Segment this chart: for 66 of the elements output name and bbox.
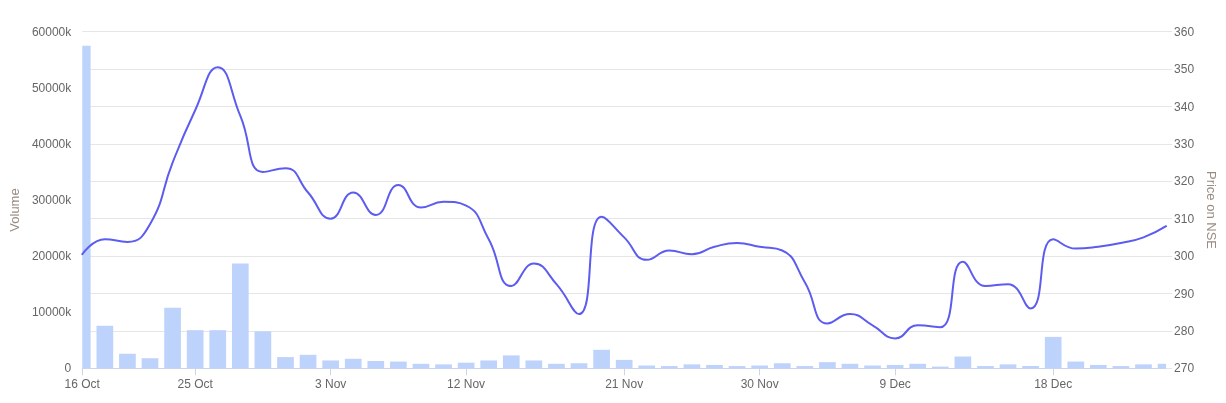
bar xyxy=(796,366,814,369)
bar xyxy=(186,330,204,369)
x-tick-label: 18 Dec xyxy=(1034,377,1073,392)
bar xyxy=(977,366,994,369)
bar xyxy=(593,349,610,369)
y2-tick-label: 350 xyxy=(1174,62,1195,77)
x-tick-label: 30 Nov xyxy=(740,377,779,392)
bar xyxy=(96,325,114,369)
bar xyxy=(119,353,136,369)
y2-tick-label: 320 xyxy=(1174,174,1195,189)
bar xyxy=(254,331,272,369)
bar xyxy=(1135,364,1152,369)
y-tick-label: 50000k xyxy=(31,80,73,95)
bar xyxy=(231,263,249,369)
y2-tick-label: 300 xyxy=(1174,249,1195,264)
bar xyxy=(819,362,836,369)
y2-axis-title: Price on NSE xyxy=(1204,170,1219,250)
bar xyxy=(164,307,181,369)
bar xyxy=(548,363,565,369)
bar xyxy=(1022,366,1039,369)
y2-tick-label: 360 xyxy=(1174,24,1195,39)
bar xyxy=(773,363,791,369)
bar xyxy=(367,361,385,369)
bar xyxy=(751,365,768,369)
bar xyxy=(638,365,656,369)
x-tick-label: 3 Nov xyxy=(314,377,347,392)
x-tick-label: 12 Nov xyxy=(447,377,486,392)
bar xyxy=(999,364,1017,369)
bar xyxy=(864,365,881,369)
bar xyxy=(502,355,520,369)
bar xyxy=(525,360,543,369)
x-tick-label: 25 Oct xyxy=(177,377,214,392)
bar xyxy=(615,359,633,369)
y-tick-label: 20000k xyxy=(31,249,73,264)
bar xyxy=(277,357,294,369)
bar xyxy=(480,360,498,369)
bar xyxy=(390,361,407,369)
bar xyxy=(706,364,723,369)
bar xyxy=(570,363,588,369)
bar xyxy=(1067,361,1085,369)
x-tick-label: 21 Nov xyxy=(605,377,644,392)
y-axis-title: Volume xyxy=(7,188,22,232)
bar xyxy=(435,364,452,369)
y2-tick-label: 290 xyxy=(1174,286,1195,301)
bar xyxy=(909,363,927,369)
y-tick-label: 10000k xyxy=(31,305,73,320)
y2-tick-label: 330 xyxy=(1174,136,1195,151)
y-tick-label: 0 xyxy=(64,361,72,376)
bar xyxy=(141,358,159,369)
y-tick-label: 30000k xyxy=(31,193,73,207)
x-tick-label: 16 Oct xyxy=(64,377,101,392)
y2-tick-label: 340 xyxy=(1174,99,1195,114)
bar xyxy=(1089,364,1107,369)
x-tick-label: 9 Dec xyxy=(879,377,911,392)
bar xyxy=(322,360,339,369)
y2-tick-label: 280 xyxy=(1174,323,1195,338)
bar xyxy=(344,358,362,369)
y-tick-label: 60000k xyxy=(31,24,73,39)
bar xyxy=(299,354,317,369)
y2-tick-label: 310 xyxy=(1174,211,1195,226)
bar xyxy=(683,364,701,369)
y-tick-label: 40000k xyxy=(31,136,73,151)
bar xyxy=(660,366,678,369)
bar xyxy=(1044,336,1062,369)
bar xyxy=(209,330,227,369)
y2-tick-label: 270 xyxy=(1174,361,1195,376)
